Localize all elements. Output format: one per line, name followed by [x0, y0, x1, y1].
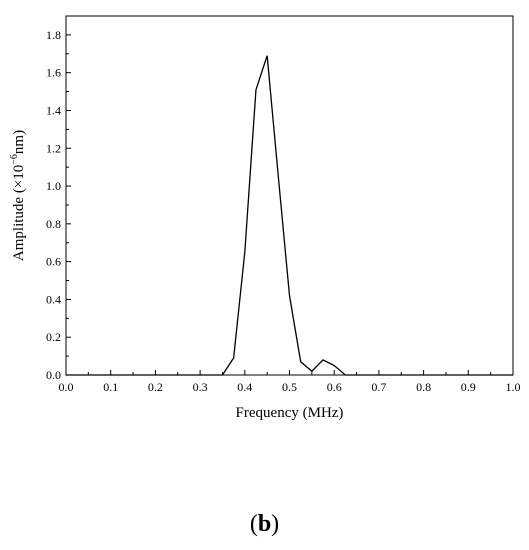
x-tick-label: 0.6 — [327, 380, 342, 394]
x-tick-label: 0.3 — [193, 380, 208, 394]
panel-label: (b) — [250, 511, 279, 537]
svg-text:(b): (b) — [250, 511, 279, 537]
y-tick-label: 0.6 — [46, 255, 61, 269]
panel-label-close-paren: ) — [271, 511, 279, 537]
y-tick-label: 1.6 — [46, 66, 61, 80]
x-tick-label: 0.4 — [237, 380, 252, 394]
plot-frame — [65, 15, 514, 376]
x-axis-ticks: 0.0 0.1 0.2 0.3 0.4 0.5 0.6 0.7 0.8 0.9 1.0 — [59, 370, 521, 394]
y-tick-label: 1.2 — [46, 141, 61, 155]
y-tick-label: 0.0 — [46, 368, 61, 382]
x-tick-label: 0.1 — [103, 380, 118, 394]
x-tick-label: 1.0 — [506, 380, 521, 394]
y-tick-label: 0.4 — [46, 292, 61, 306]
y-tick-label: 0.8 — [46, 217, 61, 231]
x-tick-label: 0.2 — [148, 380, 163, 394]
panel-label-letter: b — [258, 511, 271, 537]
y-axis-title-exponent: −6 — [9, 154, 20, 165]
x-axis-title: Frequency (MHz) — [236, 405, 344, 421]
x-tick-label: 0.8 — [416, 380, 431, 394]
y-tick-label: 1.8 — [46, 28, 61, 42]
y-tick-label: 0.2 — [46, 330, 61, 344]
y-axis-ticks: 0.0 0.2 0.4 0.6 0.8 1.0 1.2 1.4 1.6 1.8 — [46, 28, 71, 382]
x-tick-label: 0.0 — [59, 380, 74, 394]
y-axis-title-suffix: nm) — [11, 130, 27, 154]
y-axis-title: Amplitude (×10−6nm) — [9, 130, 27, 261]
y-axis-title-prefix: Amplitude (×10 — [11, 165, 27, 261]
x-tick-label: 0.7 — [371, 380, 386, 394]
y-tick-label: 1.0 — [46, 179, 61, 193]
x-tick-label: 0.9 — [461, 380, 476, 394]
amplitude-series-line — [66, 55, 513, 376]
y-tick-label: 1.4 — [46, 103, 61, 117]
x-tick-label: 0.5 — [282, 380, 297, 394]
panel-label-open-paren: ( — [250, 511, 258, 537]
